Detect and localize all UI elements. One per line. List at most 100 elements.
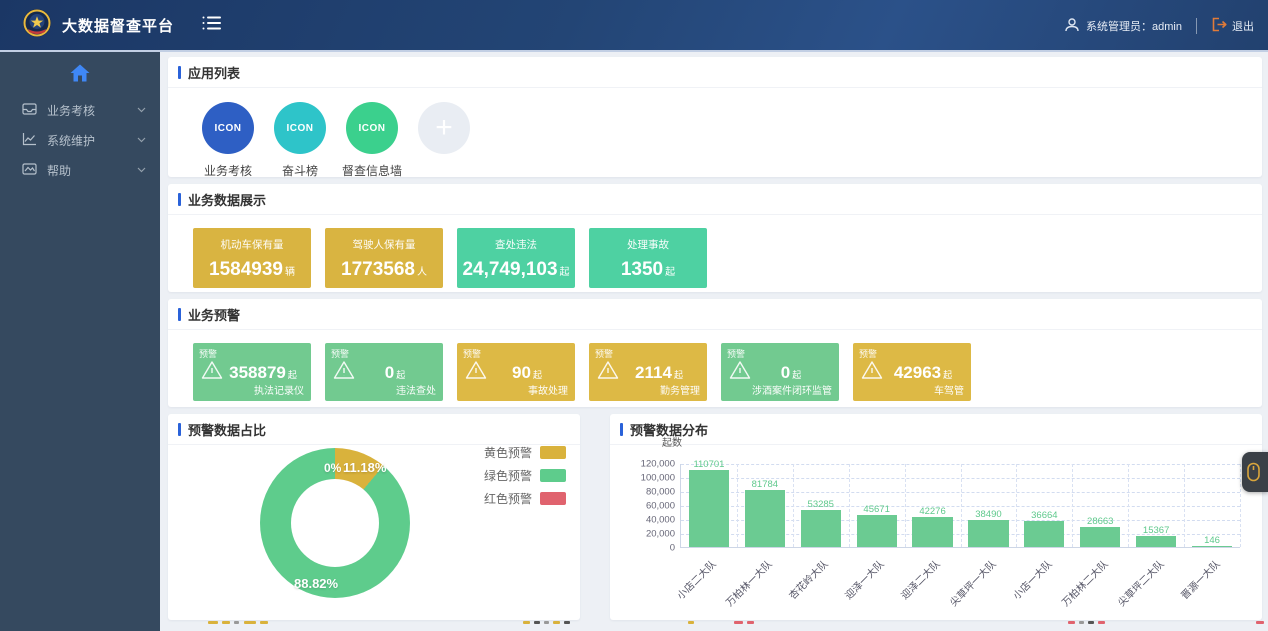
platform-title: 大数据督查平台 (62, 17, 175, 35)
legend-item-red[interactable]: 红色预警 (484, 490, 566, 507)
app-icon: ICON (202, 102, 254, 154)
app-shortcut-business-assessment[interactable]: ICON 业务考核 (192, 102, 264, 179)
header-divider (1196, 18, 1197, 34)
donut-chart[interactable]: 0% 11.18% 88.82% (260, 448, 410, 598)
gridline-vertical (1128, 464, 1130, 547)
app-icon: ICON (274, 102, 326, 154)
business-warning-panel: 业务预警 预警 358879 起执法记录仪 预警 0 起违法查处 预警 90 起事故处理 预警 21… (168, 299, 1262, 407)
warning-value: 90 起 (512, 362, 542, 382)
title-accent-bar (178, 308, 181, 321)
warning-card: 预警 0 起涉酒案件闭环监管 (721, 343, 839, 401)
gridline-vertical (1016, 464, 1018, 547)
app-shortcut-leaderboard[interactable]: ICON 奋斗榜 (264, 102, 336, 179)
warning-label: 车驾管 (934, 386, 964, 397)
warning-badge: 预警 (331, 349, 350, 359)
warning-card: 预警 2114 起勤务管理 (589, 343, 707, 401)
partial-content-chip (1256, 621, 1264, 624)
sidebar-item-help[interactable]: 帮助 (0, 156, 160, 184)
warning-unit: 起 (792, 369, 802, 380)
bar[interactable] (856, 515, 897, 547)
warning-value: 358879 起 (229, 362, 297, 382)
bar[interactable] (968, 520, 1009, 547)
warning-triangle-icon (597, 360, 619, 385)
bar[interactable] (1191, 546, 1233, 547)
partial-content-chip (234, 621, 239, 624)
partial-content-chip (1079, 621, 1084, 624)
bar[interactable] (1024, 521, 1065, 547)
bar[interactable] (688, 470, 730, 547)
sidebar-item-label: 系统维护 (47, 133, 96, 148)
gridline-vertical (736, 464, 738, 547)
warning-badge: 预警 (199, 349, 218, 359)
warning-cards-row: 预警 358879 起执法记录仪 预警 0 起违法查处 预警 90 起事故处理 预警 2114 起勤务… (168, 330, 1262, 401)
stat-value: 1773568 人 (341, 259, 427, 280)
app-list-panel: 应用列表 ICON 业务考核 ICON 奋斗榜 ICON 督查信息墙 + (168, 57, 1262, 179)
image-icon (22, 162, 37, 179)
gridline-vertical (1072, 464, 1074, 547)
stat-card: 查处违法 24,749,103 起 (457, 228, 575, 288)
bar[interactable] (1080, 527, 1121, 547)
bar[interactable] (800, 510, 841, 547)
floating-mouse-widget[interactable] (1242, 452, 1268, 492)
section-title: 业务数据展示 (188, 193, 267, 208)
warning-triangle-icon (465, 360, 487, 385)
donut-label-red: 0% (324, 461, 342, 475)
chevron-down-icon (137, 107, 146, 113)
bar-chart-plot[interactable]: 0 20,000 40,000 60,000 80,000 100,000 120,000 1… (641, 459, 1241, 554)
home-button[interactable] (0, 52, 160, 96)
gridline-vertical (792, 464, 794, 547)
warning-triangle-icon (861, 360, 883, 385)
add-app-item[interactable]: + (408, 102, 480, 179)
sidebar: 业务考核 系统维护 帮助 (0, 52, 160, 631)
chevron-down-icon (137, 137, 146, 143)
legend-item-green[interactable]: 绿色预警 (484, 467, 566, 484)
sidebar-item-business-assessment[interactable]: 业务考核 (0, 96, 160, 124)
user-icon (1064, 17, 1080, 36)
main-content: 应用列表 ICON 业务考核 ICON 奋斗榜 ICON 督查信息墙 + 业务数… (160, 52, 1268, 631)
stat-unit: 辆 (284, 267, 295, 278)
sidebar-item-system-maintenance[interactable]: 系统维护 (0, 126, 160, 154)
warning-ratio-panel: 预警数据占比 黄色预警 绿色预警 红色预警 0% (168, 414, 580, 620)
partial-content-chip (222, 621, 230, 624)
title-accent-bar (178, 423, 181, 436)
partial-content-chip (1088, 621, 1094, 624)
partial-next-section (168, 620, 1264, 630)
legend-item-yellow[interactable]: 黄色预警 (484, 444, 566, 461)
partial-content-chip (544, 621, 549, 624)
add-app-icon: + (418, 102, 470, 154)
logout-icon[interactable] (1211, 17, 1227, 35)
warning-unit: 起 (532, 369, 542, 380)
warning-badge: 预警 (595, 349, 614, 359)
stat-unit: 起 (665, 267, 676, 278)
bar[interactable] (1136, 536, 1177, 547)
stat-card: 驾驶人保有量 1773568 人 (325, 228, 443, 288)
line-chart-icon (22, 132, 37, 149)
section-title: 应用列表 (188, 66, 241, 81)
stat-label: 驾驶人保有量 (352, 239, 416, 251)
app-label: 业务考核 (203, 164, 252, 178)
warning-badge: 预警 (859, 349, 878, 359)
warning-label: 事故处理 (528, 386, 568, 397)
app-shortcut-inspection-wall[interactable]: ICON 督查信息墙 (336, 102, 408, 179)
menu-collapse-icon[interactable] (202, 15, 222, 36)
user-label[interactable]: 系统管理员：admin (1086, 21, 1182, 33)
sidebar-item-label: 业务考核 (47, 103, 96, 118)
sidebar-item-label: 帮助 (47, 163, 72, 178)
bar-chart-x-labels: 小店二大队 万柏林一大队 杏花岭大队 迎泽一大队 迎泽二大队 尖草坪一大队 小店一大队 万柏林… (675, 550, 1240, 614)
app-icon: ICON (346, 102, 398, 154)
donut-hole (291, 479, 379, 567)
bar-chart-y-axis-title: 起数 (662, 438, 682, 449)
logout-button[interactable]: 退出 (1232, 21, 1254, 33)
bar[interactable] (744, 490, 785, 547)
legend-swatch (540, 469, 566, 482)
warning-unit: 起 (287, 369, 297, 380)
top-header: 大数据督查平台 系统管理员：admin 退出 (0, 0, 1268, 52)
warning-card: 预警 42963 起车驾管 (853, 343, 971, 401)
legend-label: 绿色预警 (483, 469, 532, 483)
bar[interactable] (912, 517, 953, 547)
y-axis-tick: 100,000 (640, 472, 675, 484)
police-badge-logo (22, 8, 52, 43)
chevron-down-icon (137, 167, 146, 173)
stat-card: 处理事故 1350 起 (589, 228, 707, 288)
stat-value: 1350 起 (620, 259, 676, 280)
